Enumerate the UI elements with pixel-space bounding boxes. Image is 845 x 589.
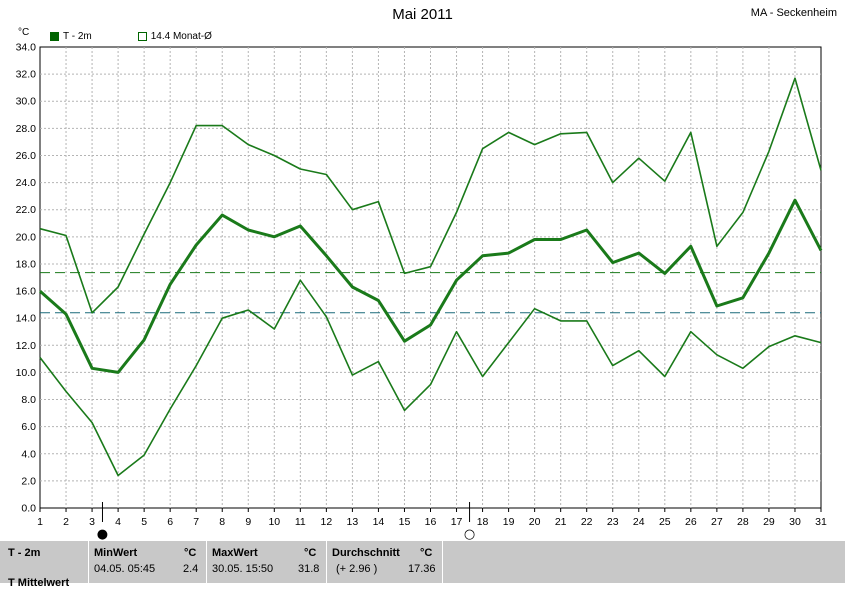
new-moon-icon: ○	[464, 527, 475, 541]
y-tick-label: 14.0	[16, 313, 37, 325]
x-tick-label: 15	[399, 516, 411, 528]
station-name: MA - Seckenheim	[750, 7, 837, 19]
x-tick-label: 29	[763, 516, 775, 528]
legend-swatch-filled-icon	[50, 32, 59, 41]
series-line-mean	[39, 198, 823, 374]
legend: T - 2m 14.4 Monat-Ø	[50, 31, 212, 42]
x-tick-label: 7	[193, 516, 199, 528]
legend-item-series[interactable]: T - 2m	[50, 31, 92, 42]
avg-unit: °C	[420, 547, 433, 559]
stats-label-cell: T - 2m T Mittelwert	[8, 541, 83, 589]
x-tick-label: 14	[373, 516, 385, 528]
y-tick-label: 16.0	[16, 286, 37, 298]
x-tick-label: 27	[711, 516, 723, 528]
x-tick-label: 28	[737, 516, 749, 528]
x-tick-label: 19	[503, 516, 515, 528]
x-tick-label: 26	[685, 516, 697, 528]
full-moon-icon: ●	[97, 527, 108, 541]
max-value: 31.8	[298, 563, 320, 575]
series-line-max	[39, 77, 822, 314]
y-tick-label: 32.0	[16, 69, 37, 81]
x-tick-label: 21	[555, 516, 567, 528]
x-tick-label: 16	[425, 516, 437, 528]
series-line-min	[39, 279, 822, 477]
stats-divider	[206, 541, 207, 583]
max-header: MaxWert	[212, 547, 258, 559]
y-tick-label: 18.0	[16, 258, 37, 270]
x-tick-label: 2	[63, 516, 69, 528]
min-value: 2.4	[183, 563, 199, 575]
y-tick-label: 20.0	[16, 231, 37, 243]
x-tick-label: 30	[789, 516, 801, 528]
y-tick-label: 34.0	[16, 42, 37, 54]
stats-divider	[326, 541, 327, 583]
x-tick-label: 6	[167, 516, 173, 528]
x-tick-label: 25	[659, 516, 671, 528]
x-tick-label: 18	[477, 516, 489, 528]
x-tick-label: 8	[219, 516, 225, 528]
x-tick-label: 20	[529, 516, 541, 528]
avg-header: Durchschnitt	[332, 547, 400, 559]
max-unit: °C	[304, 547, 317, 559]
x-tick-label: 31	[815, 516, 827, 528]
min-unit: °C	[184, 547, 197, 559]
y-tick-label: 26.0	[16, 150, 37, 162]
avg-value: 17.36	[408, 563, 436, 575]
y-tick-label: 8.0	[21, 394, 36, 406]
x-tick-label: 10	[268, 516, 280, 528]
y-axis-unit: °C	[18, 27, 30, 38]
max-time: 30.05. 15:50	[212, 563, 274, 575]
y-tick-label: 0.0	[21, 503, 36, 515]
y-tick-label: 30.0	[16, 96, 37, 108]
y-tick-label: 6.0	[21, 421, 36, 433]
y-tick-label: 24.0	[16, 177, 37, 189]
stats-divider	[442, 541, 443, 583]
stats-row-label-2: T Mittelwert	[8, 577, 70, 589]
stats-max-cell: MaxWert °C 30.05. 15:50 31.8	[212, 541, 324, 583]
y-tick-label: 28.0	[16, 123, 37, 135]
min-header: MinWert	[94, 547, 138, 559]
legend-swatch-hollow-icon	[137, 32, 147, 41]
stats-avg-cell: Durchschnitt °C (+ 2.96 ) 17.36	[332, 541, 442, 583]
x-tick-label: 22	[581, 516, 593, 528]
x-tick-label: 9	[245, 516, 251, 528]
y-tick-label: 10.0	[16, 367, 37, 379]
x-tick-label: 1	[37, 516, 43, 528]
x-tick-label: 24	[633, 516, 645, 528]
x-tick-label: 4	[115, 516, 121, 528]
x-tick-label: 12	[321, 516, 333, 528]
y-tick-label: 22.0	[16, 204, 37, 216]
legend-item-average[interactable]: 14.4 Monat-Ø	[137, 31, 212, 42]
legend-average-label: 14.4 Monat-Ø	[150, 31, 212, 42]
stats-min-cell: MinWert °C 04.05. 05:45 2.4	[94, 541, 202, 583]
stats-divider	[88, 541, 89, 583]
y-tick-label: 12.0	[16, 340, 37, 352]
y-tick-label: 4.0	[21, 448, 36, 460]
stats-row-label: T - 2m	[8, 547, 41, 559]
chart-title: Mai 2011	[392, 6, 453, 23]
x-tick-label: 11	[295, 516, 306, 528]
avg-delta: (+ 2.96 )	[336, 563, 378, 575]
x-tick-label: 3	[89, 516, 95, 528]
x-tick-label: 5	[141, 516, 147, 528]
x-tick-label: 17	[451, 516, 463, 528]
y-tick-label: 2.0	[21, 475, 36, 487]
min-time: 04.05. 05:45	[94, 563, 156, 575]
temperature-chart: 0.0 2.0 4.0 6.0 8.0 10.0 12.0 14.0 16.0 18.0 20.0 2…	[16, 42, 827, 542]
x-tick-label: 23	[607, 516, 619, 528]
stats-panel: T - 2m T Mittelwert MinWert °C 04.05. 05…	[0, 541, 845, 589]
legend-series-label: T - 2m	[63, 31, 92, 42]
x-tick-label: 13	[347, 516, 359, 528]
